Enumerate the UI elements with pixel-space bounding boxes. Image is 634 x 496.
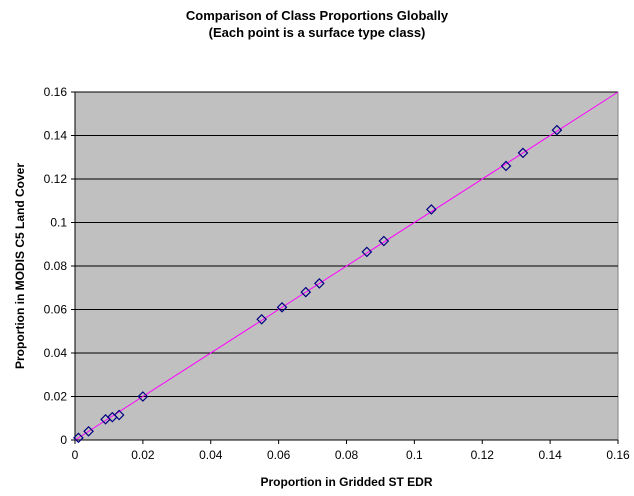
x-tick-label: 0.14 [538, 448, 562, 462]
reference-line [74, 91, 619, 441]
x-tick-label: 0.04 [199, 448, 223, 462]
data-point [276, 301, 288, 313]
data-point [425, 204, 437, 215]
data-point [73, 432, 84, 444]
y-tick-labels: 0 0.02 0.04 0.06 0.08 0.1 0.12 0.14 0.16 [44, 85, 68, 447]
data-points [73, 124, 563, 444]
y-tick-label: 0.08 [44, 259, 68, 273]
chart-title: Comparison of Class Proportions Globally [185, 8, 449, 23]
y-axis-title: Proportion in MODIS C5 Land Cover [13, 163, 27, 369]
x-tick-label: 0.1 [406, 448, 423, 462]
y-tick-label: 0.12 [44, 172, 68, 186]
x-tick-label: 0.08 [335, 448, 359, 462]
x-tick-label: 0.02 [131, 448, 155, 462]
data-point [256, 313, 268, 325]
data-point [378, 235, 390, 247]
data-point [83, 425, 94, 437]
y-tick-label: 0.16 [44, 85, 68, 99]
y-tick-label: 0.04 [44, 346, 68, 360]
data-point [300, 286, 312, 298]
data-point [517, 147, 529, 159]
y-tick-label: 0.02 [44, 390, 68, 404]
x-tick-labels: 0 0.02 0.04 0.06 0.08 0.1 0.12 0.14 0.16 [72, 448, 630, 462]
x-tick-label: 0 [72, 448, 79, 462]
y-tick-label: 0 [60, 433, 67, 447]
x-tick-label: 0.12 [471, 448, 495, 462]
x-tick-label: 0.06 [267, 448, 291, 462]
x-tick-label: 0.16 [606, 448, 630, 462]
data-point [361, 246, 373, 258]
chart-subtitle: (Each point is a surface type class) [208, 25, 426, 40]
y-tick-label: 0.14 [44, 129, 68, 143]
y-tick-label: 0.1 [50, 216, 67, 230]
axes [71, 91, 619, 444]
data-point [137, 391, 149, 402]
data-point [113, 409, 125, 421]
x-axis-title: Proportion in Gridded ST EDR [261, 475, 433, 489]
data-point [314, 278, 325, 289]
y-tick-label: 0.06 [44, 303, 68, 317]
data-point [551, 124, 563, 136]
data-point [500, 160, 512, 172]
